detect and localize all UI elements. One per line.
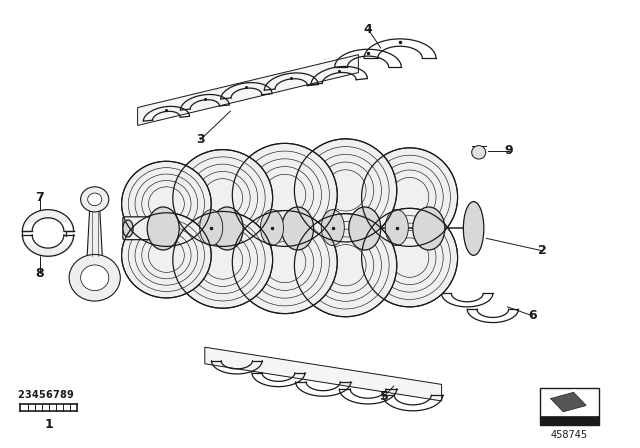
Ellipse shape bbox=[463, 202, 484, 255]
Ellipse shape bbox=[260, 210, 284, 246]
Ellipse shape bbox=[173, 150, 273, 246]
Ellipse shape bbox=[349, 207, 381, 250]
Ellipse shape bbox=[122, 161, 211, 246]
Ellipse shape bbox=[232, 143, 337, 246]
Ellipse shape bbox=[362, 148, 458, 246]
Ellipse shape bbox=[147, 207, 179, 250]
Polygon shape bbox=[87, 210, 102, 258]
Text: 6: 6 bbox=[45, 390, 52, 400]
Bar bbox=[540, 416, 599, 425]
Ellipse shape bbox=[173, 211, 273, 308]
Text: 7: 7 bbox=[35, 190, 44, 204]
Ellipse shape bbox=[200, 210, 223, 246]
Text: 6: 6 bbox=[528, 309, 537, 323]
Text: 4: 4 bbox=[364, 22, 372, 36]
Text: 3: 3 bbox=[24, 390, 31, 400]
Ellipse shape bbox=[321, 210, 344, 246]
Ellipse shape bbox=[362, 208, 458, 307]
Ellipse shape bbox=[413, 207, 445, 250]
Ellipse shape bbox=[282, 207, 314, 250]
Text: 9: 9 bbox=[67, 390, 73, 400]
Text: 5: 5 bbox=[38, 390, 45, 400]
Text: 2: 2 bbox=[17, 390, 24, 400]
Polygon shape bbox=[550, 392, 586, 412]
Text: 9: 9 bbox=[504, 144, 513, 158]
Ellipse shape bbox=[472, 146, 486, 159]
Polygon shape bbox=[138, 55, 358, 125]
Text: 8: 8 bbox=[60, 390, 66, 400]
Bar bbox=[540, 388, 599, 425]
Ellipse shape bbox=[88, 193, 102, 206]
Text: 1: 1 bbox=[44, 418, 53, 431]
Ellipse shape bbox=[123, 220, 133, 237]
Ellipse shape bbox=[294, 139, 397, 242]
Text: 8: 8 bbox=[35, 267, 44, 280]
Text: 3: 3 bbox=[196, 133, 205, 146]
Ellipse shape bbox=[81, 187, 109, 212]
Ellipse shape bbox=[122, 213, 211, 298]
Text: 4: 4 bbox=[31, 390, 38, 400]
Text: 7: 7 bbox=[52, 390, 59, 400]
Text: 2: 2 bbox=[538, 244, 547, 258]
Ellipse shape bbox=[385, 210, 408, 246]
Ellipse shape bbox=[81, 265, 109, 291]
Ellipse shape bbox=[294, 214, 397, 317]
Polygon shape bbox=[205, 347, 442, 401]
Ellipse shape bbox=[232, 211, 337, 314]
Text: 458745: 458745 bbox=[551, 430, 588, 440]
Ellipse shape bbox=[69, 254, 120, 301]
Ellipse shape bbox=[211, 207, 243, 250]
FancyBboxPatch shape bbox=[123, 217, 166, 240]
Text: 5: 5 bbox=[380, 390, 388, 403]
